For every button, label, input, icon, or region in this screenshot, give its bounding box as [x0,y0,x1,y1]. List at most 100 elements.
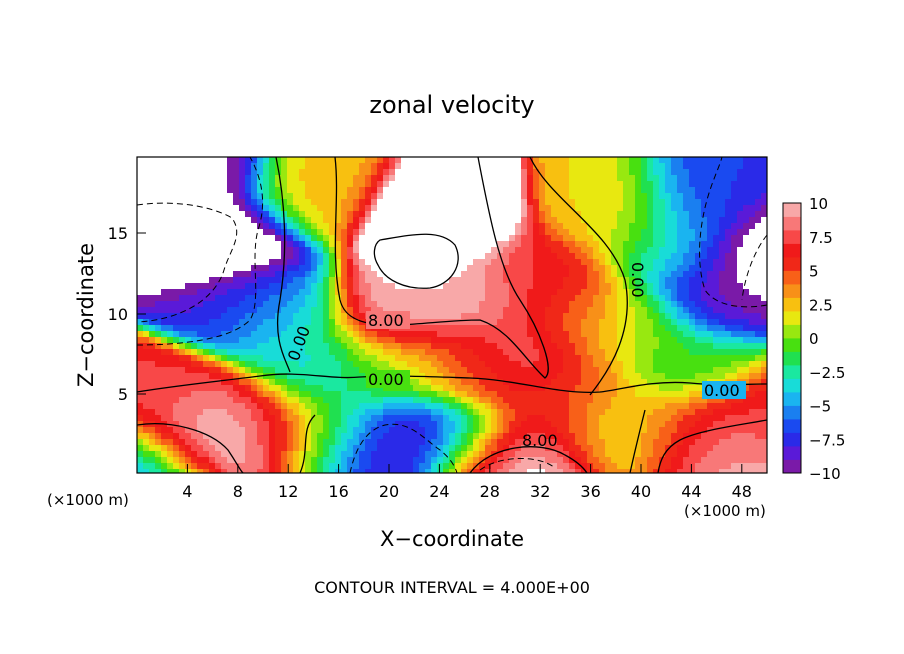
heatmap-cell [245,355,252,362]
heatmap-cell [755,295,762,302]
heatmap-cell [491,343,498,350]
heatmap-cell [269,241,276,248]
heatmap-cell [179,313,186,320]
heatmap-cell [689,427,696,434]
heatmap-cell [227,187,234,194]
heatmap-cell [251,277,258,284]
heatmap-cell [623,379,630,386]
heatmap-cell [695,355,702,362]
heatmap-cell [647,355,654,362]
heatmap-cell [683,271,690,278]
heatmap-cell [737,223,744,230]
heatmap-cell [473,217,480,224]
heatmap-cell [185,409,192,416]
heatmap-cell [263,439,270,446]
heatmap-cell [179,199,186,206]
heatmap-cell [563,247,570,254]
heatmap-cell [197,259,204,266]
heatmap-cell [635,223,642,230]
heatmap-cell [305,241,312,248]
heatmap-cell [743,319,750,326]
heatmap-cell [395,175,402,182]
heatmap-cell [569,163,576,170]
heatmap-cell [269,391,276,398]
heatmap-cell [311,289,318,296]
heatmap-cell [359,421,366,428]
heatmap-cell [143,253,150,260]
heatmap-cell [167,187,174,194]
heatmap-cell [323,349,330,356]
heatmap-cell [689,409,696,416]
heatmap-cell [671,223,678,230]
heatmap-cell [473,295,480,302]
heatmap-cell [353,205,360,212]
heatmap-cell [287,259,294,266]
heatmap-cell [503,427,510,434]
heatmap-cell [317,211,324,218]
heatmap-cell [695,331,702,338]
heatmap-cell [443,397,450,404]
heatmap-cell [497,349,504,356]
heatmap-cell [263,379,270,386]
heatmap-cell [323,211,330,218]
heatmap-cell [509,205,516,212]
heatmap-cell [635,199,642,206]
heatmap-cell [521,307,528,314]
heatmap-cell [461,331,468,338]
heatmap-cell [503,295,510,302]
heatmap-cell [719,337,726,344]
heatmap-cell [227,259,234,266]
heatmap-cell [563,421,570,428]
heatmap-cell [347,205,354,212]
heatmap-cell [557,265,564,272]
heatmap-cell [689,247,696,254]
heatmap-cell [281,307,288,314]
heatmap-cell [443,343,450,350]
heatmap-cell [371,409,378,416]
heatmap-cell [509,199,516,206]
heatmap-cell [311,391,318,398]
heatmap-cell [617,421,624,428]
heatmap-cell [467,343,474,350]
heatmap-cell [203,439,210,446]
heatmap-cell [263,427,270,434]
heatmap-cell [755,241,762,248]
heatmap-cell [455,439,462,446]
heatmap-cell [341,331,348,338]
heatmap-cell [239,367,246,374]
heatmap-cell [311,349,318,356]
heatmap-cell [467,391,474,398]
heatmap-cell [683,211,690,218]
heatmap-cell [149,337,156,344]
heatmap-cell [473,331,480,338]
heatmap-cell [473,271,480,278]
heatmap-cell [173,331,180,338]
heatmap-cell [707,319,714,326]
heatmap-cell [479,283,486,290]
heatmap-cell [329,193,336,200]
heatmap-cell [323,307,330,314]
heatmap-cell [587,205,594,212]
heatmap-cell [395,331,402,338]
heatmap-cell [629,409,636,416]
heatmap-cell [533,397,540,404]
heatmap-cell [329,343,336,350]
heatmap-cell [395,439,402,446]
heatmap-cell [389,385,396,392]
heatmap-cell [593,319,600,326]
heatmap-cell [293,199,300,206]
heatmap-cell [605,367,612,374]
heatmap-cell [467,271,474,278]
heatmap-cell [455,427,462,434]
heatmap-cell [533,211,540,218]
heatmap-cell [215,361,222,368]
heatmap-cell [671,331,678,338]
heatmap-cell [473,199,480,206]
heatmap-cell [563,361,570,368]
heatmap-cell [509,385,516,392]
heatmap-cell [443,169,450,176]
heatmap-cell [749,367,756,374]
heatmap-cell [677,217,684,224]
heatmap-cell [185,223,192,230]
heatmap-cell [179,163,186,170]
